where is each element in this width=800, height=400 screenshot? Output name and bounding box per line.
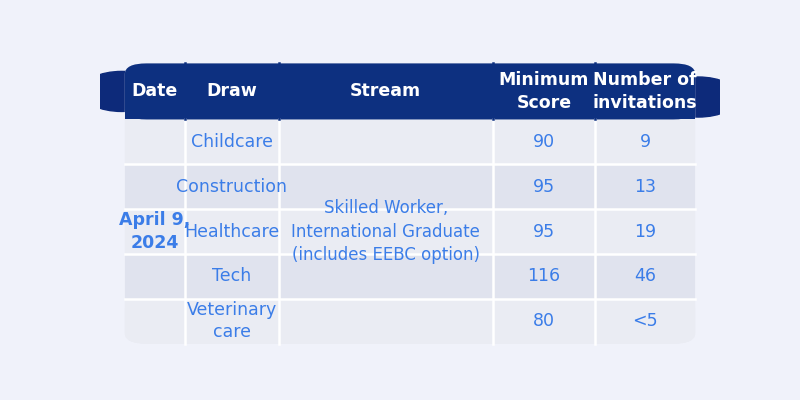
Text: Number of
invitations: Number of invitations	[593, 71, 698, 112]
Text: Draw: Draw	[206, 82, 257, 100]
Text: 46: 46	[634, 268, 656, 286]
Text: 116: 116	[527, 268, 561, 286]
Bar	[125, 120, 695, 164]
Text: Construction: Construction	[176, 178, 287, 196]
Bar	[125, 299, 695, 311]
Text: Healthcare: Healthcare	[184, 222, 279, 240]
Text: Childcare: Childcare	[190, 133, 273, 151]
Text: Date: Date	[132, 82, 178, 100]
Text: 95: 95	[533, 178, 555, 196]
Text: 13: 13	[634, 178, 656, 196]
Text: Skilled Worker,
International Graduate
(includes EEBC option): Skilled Worker, International Graduate (…	[291, 199, 480, 264]
Text: Stream: Stream	[350, 82, 422, 100]
FancyBboxPatch shape	[125, 299, 695, 344]
Circle shape	[82, 72, 162, 112]
Text: 9: 9	[640, 133, 651, 151]
Text: Minimum
Score: Minimum Score	[499, 71, 590, 112]
Text: 90: 90	[533, 133, 555, 151]
Circle shape	[658, 77, 738, 117]
Text: Tech: Tech	[212, 268, 251, 286]
Bar	[125, 107, 695, 120]
FancyBboxPatch shape	[125, 64, 695, 344]
FancyBboxPatch shape	[125, 64, 695, 120]
Text: April 9,
2024: April 9, 2024	[119, 212, 190, 252]
Bar	[125, 209, 695, 254]
Bar	[125, 164, 695, 209]
Bar	[125, 254, 695, 299]
Text: 95: 95	[533, 222, 555, 240]
Text: <5: <5	[633, 312, 658, 330]
Text: 19: 19	[634, 222, 656, 240]
Text: 80: 80	[533, 312, 555, 330]
Text: Veterinary
care: Veterinary care	[186, 301, 277, 341]
